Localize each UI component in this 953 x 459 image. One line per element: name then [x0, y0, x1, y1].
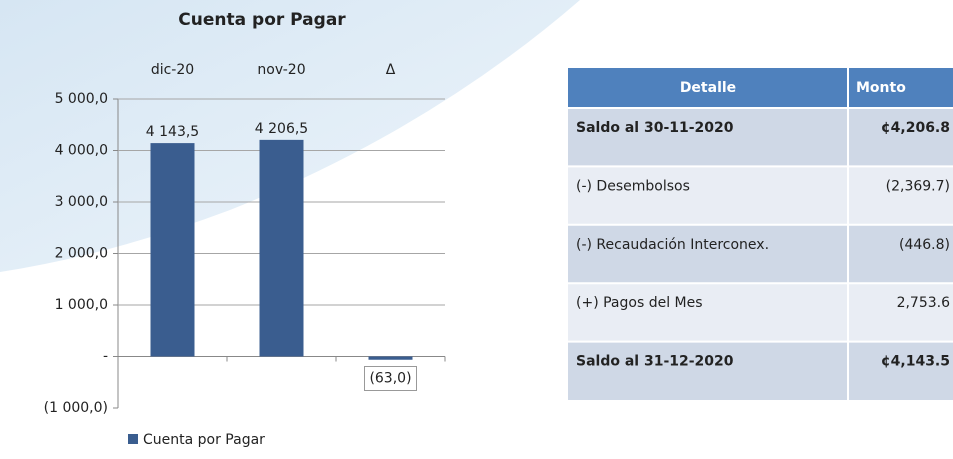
table-row-bg — [568, 108, 953, 167]
table-cell: (-) Desembolsos — [576, 178, 690, 194]
x-tick-label: Δ — [386, 62, 396, 78]
bar — [150, 143, 195, 357]
table-row-bg — [568, 341, 953, 400]
background-swoosh — [0, 0, 580, 272]
data-label: (63,0) — [369, 371, 411, 387]
y-tick-label: 5 000,0 — [55, 91, 108, 107]
table-cell: (-) Recaudación Interconex. — [576, 237, 769, 253]
header-cell: Monto — [856, 80, 906, 96]
table-cell: (446.8) — [899, 237, 950, 253]
table-cell: ¢4,143.5 — [881, 354, 950, 370]
table-cell: ¢4,206.8 — [881, 120, 950, 136]
table-header-bg — [568, 68, 953, 108]
x-tick-label: nov-20 — [257, 62, 305, 78]
table-cell: 2,753.6 — [897, 295, 951, 311]
y-tick-label: 4 000,0 — [55, 143, 108, 159]
chart-title: Cuenta por Pagar — [178, 10, 346, 30]
bar — [259, 139, 304, 357]
header-cell: Detalle — [680, 80, 736, 96]
table-row-bg — [568, 283, 953, 342]
data-label-box — [364, 366, 417, 391]
table-cell: (+) Pagos del Mes — [576, 295, 703, 311]
table-row-bg — [568, 166, 953, 225]
table-cell: Saldo al 31-12-2020 — [576, 354, 734, 370]
y-tick-label: - — [103, 349, 108, 365]
legend-label: Cuenta por Pagar — [143, 432, 265, 448]
data-label: 4 143,5 — [146, 124, 199, 140]
y-tick-label: (1 000,0) — [44, 400, 108, 416]
data-label: 4 206,5 — [255, 121, 308, 137]
table-row-bg — [568, 224, 953, 284]
table-cell: (2,369.7) — [886, 178, 950, 194]
x-tick-label: dic-20 — [151, 62, 194, 78]
legend-swatch — [128, 434, 138, 444]
y-tick-label: 3 000,0 — [55, 194, 108, 210]
y-tick-label: 1 000,0 — [55, 297, 108, 313]
table-cell: Saldo al 30-11-2020 — [576, 120, 734, 136]
bar — [368, 356, 413, 360]
y-tick-label: 2 000,0 — [55, 246, 108, 262]
